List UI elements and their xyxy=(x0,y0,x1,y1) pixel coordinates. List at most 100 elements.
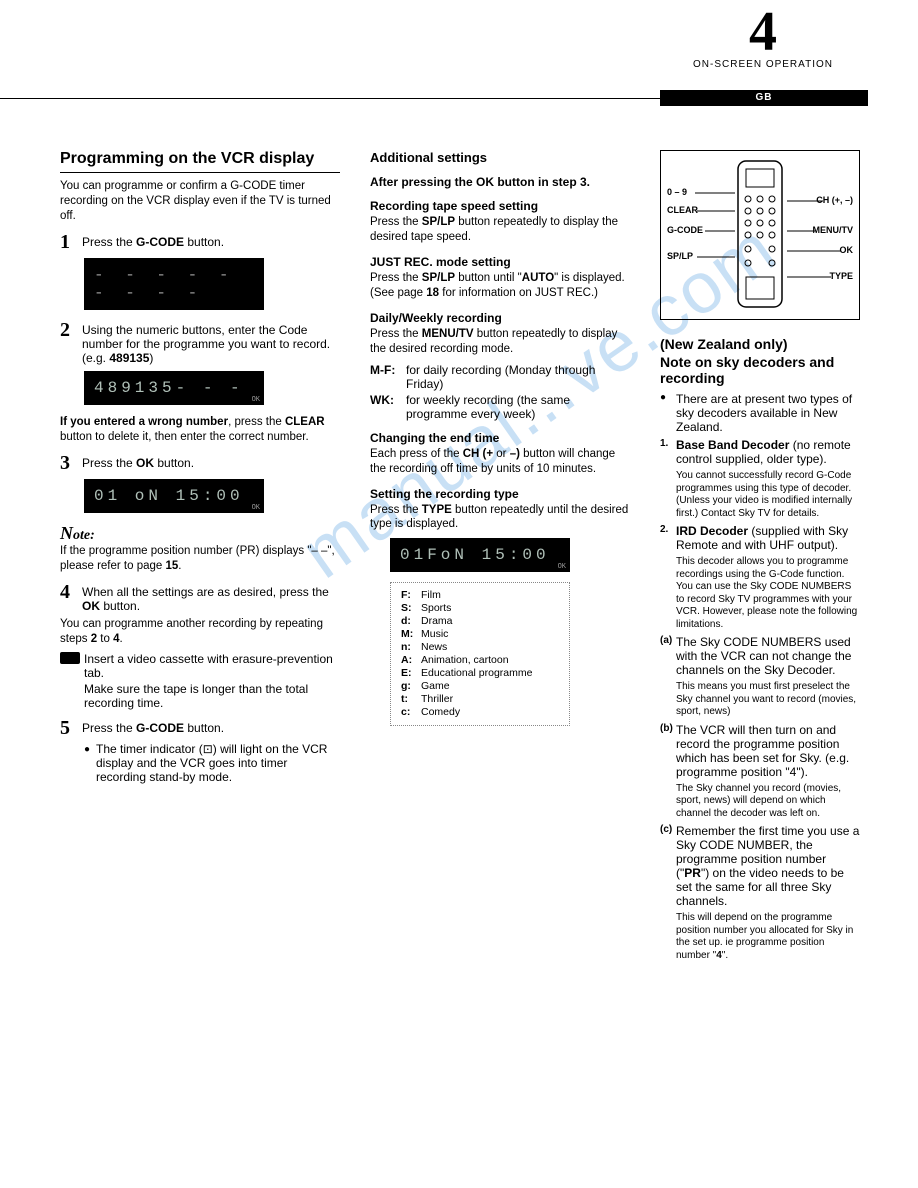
wrong-number-note: If you entered a wrong number, press the… xyxy=(60,415,340,445)
step-5-bullet: ● The timer indicator (⊡) will light on … xyxy=(84,742,340,784)
leader-line-icon xyxy=(697,255,735,259)
type-key: M: xyxy=(401,628,421,640)
tape-speed-heading: Recording tape speed setting xyxy=(370,199,630,213)
remote-diagram: 0 – 9 CLEAR G-CODE SP/LP CH (+, –) MENU/… xyxy=(660,150,860,320)
type-legend-box: F:FilmS:Sportsd:DramaM:Musicn:NewsA:Anim… xyxy=(390,582,570,726)
type-value: News xyxy=(421,641,559,653)
page-header: 4 ON-SCREEN OPERATION xyxy=(658,10,868,70)
column-right: 0 – 9 CLEAR G-CODE SP/LP CH (+, –) MENU/… xyxy=(660,150,860,966)
list-marker: (c) xyxy=(660,824,676,908)
type-key: n: xyxy=(401,641,421,653)
limitation-c: (c) Remember the first time you use a Sk… xyxy=(660,824,860,908)
sky-note-heading: Note on sky decoders and recording xyxy=(660,354,860,386)
list-marker: 2. xyxy=(660,524,676,552)
leader-line-icon xyxy=(787,249,841,253)
step-text: Press the G-CODE button. xyxy=(82,718,340,735)
mf-key: M-F: xyxy=(370,363,406,391)
daily-weekly-text: Press the MENU/TV button repeatedly to d… xyxy=(370,327,630,357)
nz-only-heading: (New Zealand only) xyxy=(660,336,860,352)
limitation-b-text: The VCR will then turn on and record the… xyxy=(676,723,860,779)
type-row: g:Game xyxy=(401,680,559,692)
cassette-note: Insert a video cassette with erasure-pre… xyxy=(60,652,340,710)
step-text: Press the OK button. xyxy=(82,453,340,470)
step-number: 5 xyxy=(60,718,82,738)
type-value: Film xyxy=(421,589,559,601)
just-rec-heading: JUST REC. mode setting xyxy=(370,255,630,269)
decoder-2: 2. IRD Decoder (supplied with Sky Remote… xyxy=(660,524,860,552)
type-row: F:Film xyxy=(401,589,559,601)
step-4: 4 When all the settings are as desired, … xyxy=(60,582,340,613)
step-number: 2 xyxy=(60,320,82,340)
list-marker: (b) xyxy=(660,723,676,779)
step-text: When all the settings are as desired, pr… xyxy=(82,582,340,613)
step-number: 3 xyxy=(60,453,82,473)
leader-line-icon xyxy=(695,191,735,195)
type-key: g: xyxy=(401,680,421,692)
step-5: 5 Press the G-CODE button. xyxy=(60,718,340,738)
section-title: Programming on the VCR display xyxy=(60,150,340,173)
step-1: 1 Press the G-CODE button. xyxy=(60,232,340,252)
type-row: t:Thriller xyxy=(401,693,559,705)
limitation-b: (b) The VCR will then turn on and record… xyxy=(660,723,860,779)
type-row: n:News xyxy=(401,641,559,653)
type-key: d: xyxy=(401,615,421,627)
type-key: c: xyxy=(401,706,421,718)
daily-weekly-heading: Daily/Weekly recording xyxy=(370,311,630,325)
remote-label-type: TYPE xyxy=(829,271,853,281)
remote-label-splp: SP/LP xyxy=(667,251,693,261)
chapter-title: ON-SCREEN OPERATION xyxy=(658,59,868,70)
wk-key: WK: xyxy=(370,393,406,421)
type-value: Comedy xyxy=(421,706,559,718)
remote-label-menutv: MENU/TV xyxy=(813,225,854,235)
repeat-text: You can programme another recording by r… xyxy=(60,617,340,647)
note-body: If the programme position number (PR) di… xyxy=(60,544,340,574)
limitation-a-text: The Sky CODE NUMBERS used with the VCR c… xyxy=(676,635,860,677)
type-key: F: xyxy=(401,589,421,601)
note-heading: Note: xyxy=(60,523,340,544)
column-left: Programming on the VCR display You can p… xyxy=(60,150,340,786)
wk-val: for weekly recording (the same programme… xyxy=(406,393,630,421)
decoder-2-head: IRD Decoder (supplied with Sky Remote an… xyxy=(676,524,860,552)
vcr-display-type: 01FoN 15:00OK xyxy=(390,538,570,572)
list-marker: (a) xyxy=(660,635,676,677)
bullet-dot: ● xyxy=(84,742,96,755)
type-value: Drama xyxy=(421,615,559,627)
header-rule xyxy=(0,98,660,99)
just-rec-text-2: (See page 18 for information on JUST REC… xyxy=(370,286,630,301)
intro-text: There are at present two types of sky de… xyxy=(676,392,860,434)
type-key: t: xyxy=(401,693,421,705)
decoder-1: 1. Base Band Decoder (no remote control … xyxy=(660,438,860,466)
type-row: M:Music xyxy=(401,628,559,640)
type-value: Animation, cartoon xyxy=(421,654,559,666)
decoder-2-text: This decoder allows you to programme rec… xyxy=(676,556,860,631)
leader-line-icon xyxy=(697,209,735,213)
leader-line-icon xyxy=(787,229,815,233)
type-key: S: xyxy=(401,602,421,614)
end-time-heading: Changing the end time xyxy=(370,431,630,445)
remote-label-gcode: G-CODE xyxy=(667,225,703,235)
vcr-display-blank: - - - - - - - - - xyxy=(84,258,264,310)
type-value: Educational programme xyxy=(421,667,559,679)
step-2: 2 Using the numeric buttons, enter the C… xyxy=(60,320,340,365)
type-row: S:Sports xyxy=(401,602,559,614)
bullet-dot: ● xyxy=(660,392,676,434)
intro-text: You can programme or confirm a G-CODE ti… xyxy=(60,179,340,224)
step-3: 3 Press the OK button. xyxy=(60,453,340,473)
cassette-text-1: Insert a video cassette with erasure-pre… xyxy=(84,652,340,680)
type-row: c:Comedy xyxy=(401,706,559,718)
bullet-text: The timer indicator (⊡) will light on th… xyxy=(96,742,340,784)
limitation-a-text-2: This means you must first preselect the … xyxy=(676,681,860,719)
type-row: d:Drama xyxy=(401,615,559,627)
intro-bullet: ● There are at present two types of sky … xyxy=(660,392,860,434)
just-rec-text-1: Press the SP/LP button until "AUTO" is d… xyxy=(370,271,630,286)
cassette-text-2: Make sure the tape is longer than the to… xyxy=(84,682,340,710)
type-value: Thriller xyxy=(421,693,559,705)
limitation-a: (a) The Sky CODE NUMBERS used with the V… xyxy=(660,635,860,677)
leader-line-icon xyxy=(705,229,735,233)
remote-label-clear: CLEAR xyxy=(667,205,698,215)
rec-type-heading: Setting the recording type xyxy=(370,487,630,501)
limitation-b-text-2: The Sky channel you record (movies, spor… xyxy=(676,783,860,821)
cassette-icon xyxy=(60,652,80,664)
type-row: E:Educational programme xyxy=(401,667,559,679)
type-value: Sports xyxy=(421,602,559,614)
